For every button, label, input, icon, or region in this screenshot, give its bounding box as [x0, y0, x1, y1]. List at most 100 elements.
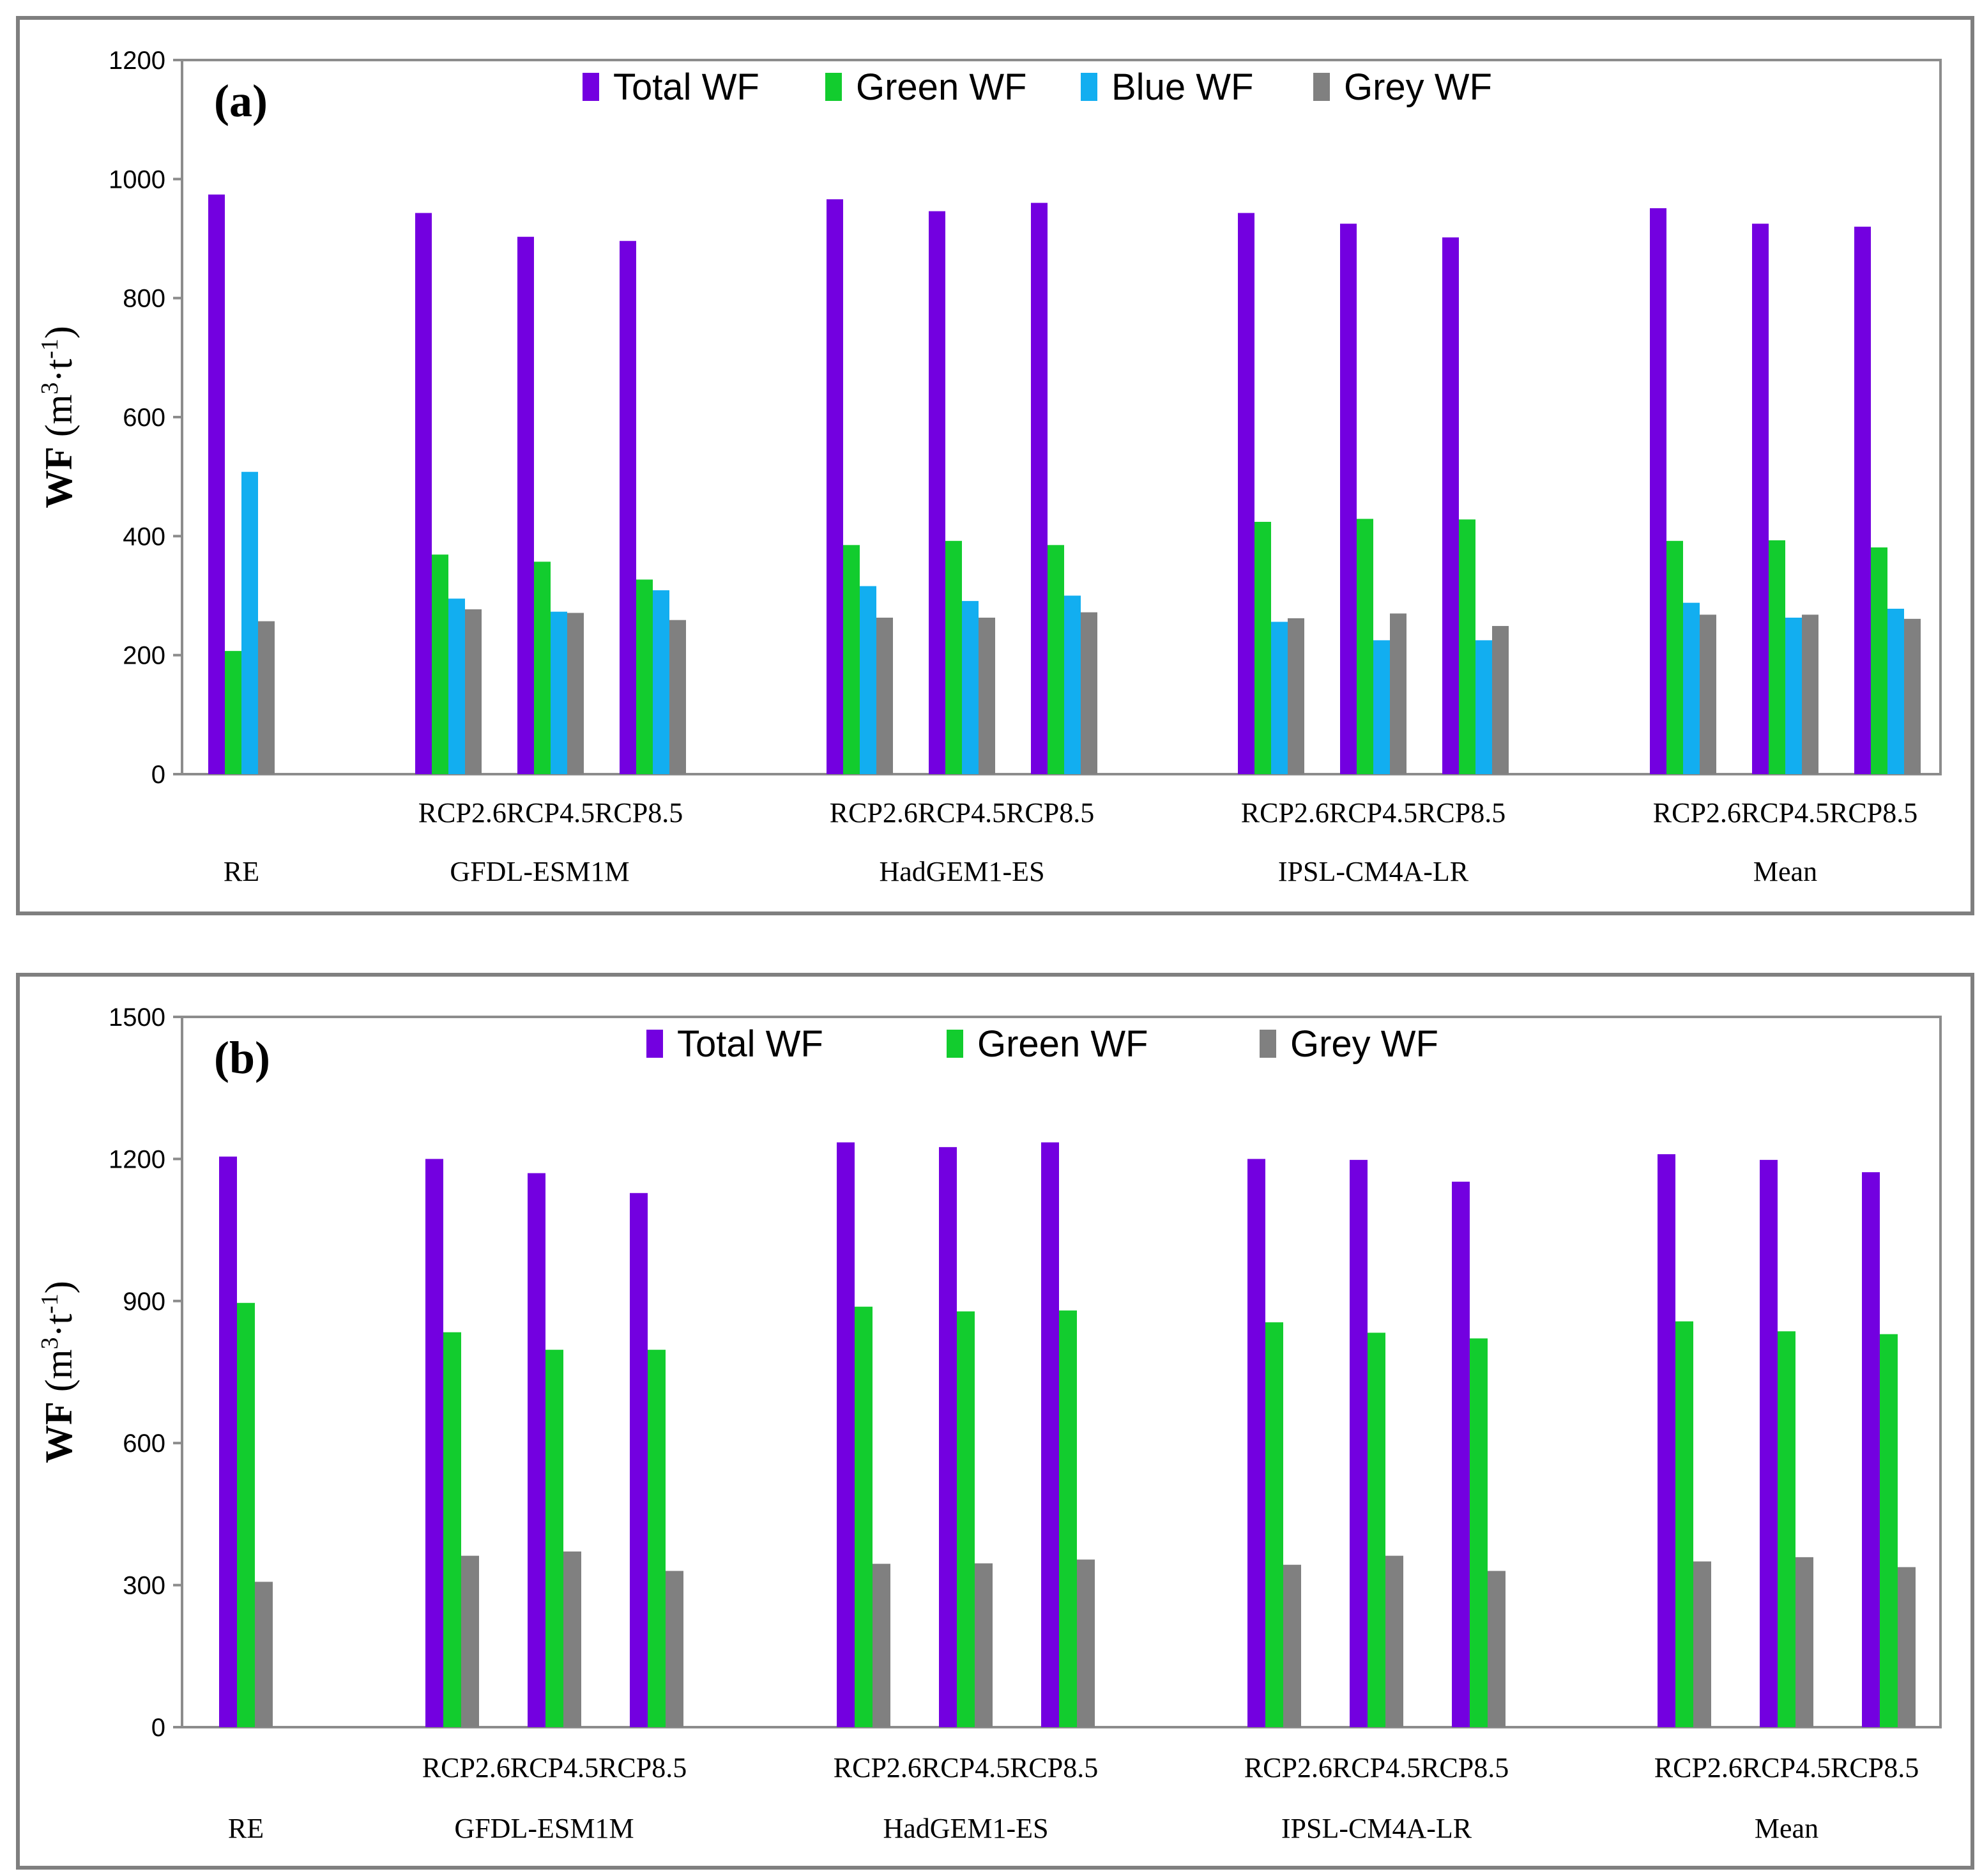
- panel-a-y-axis-title-close: ): [38, 326, 80, 339]
- panel-a-letter: (a): [214, 75, 268, 126]
- panel-a-bar-blue-12: [1887, 608, 1904, 774]
- panel-a-bar-blue-2: [551, 611, 567, 774]
- panel-b-y-axis-title-sup2: -1: [36, 1293, 63, 1314]
- panel-a-bar-blue-10: [1683, 602, 1700, 774]
- panel-b-bar-total-5: [939, 1147, 957, 1727]
- panel-b-bar-grey-3: [666, 1571, 683, 1727]
- panel-b-y-tick-label-900: 900: [123, 1288, 165, 1316]
- panel-b-bar-green-6: [1059, 1310, 1077, 1727]
- panel-a-bar-green-6: [1048, 545, 1064, 774]
- panel-a-bar-grey-5: [979, 617, 995, 774]
- panel-b-scenario-label-mean: RCP2.6RCP4.5RCP8.5: [1654, 1752, 1919, 1783]
- panel-a-bar-grey-6: [1081, 612, 1097, 774]
- panel-a-group-label-re: RE: [224, 856, 259, 887]
- panel-b-bar-total-10: [1658, 1154, 1675, 1727]
- panel-a-bar-grey-8: [1390, 613, 1406, 774]
- panel-b-bar-total-0: [219, 1156, 237, 1727]
- panel-b-bar-grey-2: [563, 1551, 581, 1727]
- panel-a-legend-swatch-grey: [1313, 73, 1330, 101]
- panel-b-bar-total-9: [1452, 1181, 1470, 1727]
- panel-b-scenario-label-hadgem: RCP2.6RCP4.5RCP8.5: [834, 1752, 1099, 1783]
- panel-b-scenario-labels: RCP2.6RCP4.5RCP8.5 RCP2.6RCP4.5RCP8.5 RC…: [422, 1752, 1919, 1783]
- panel-a-bar-blue-1: [448, 599, 465, 774]
- panel-a-group-labels: RE GFDL-ESM1M HadGEM1-ES IPSL-CM4A-LR Me…: [224, 856, 1817, 887]
- panel-b-bar-grey-12: [1898, 1567, 1916, 1727]
- panel-a-bar-total-7: [1238, 213, 1254, 774]
- panel-a-bar-total-12: [1854, 226, 1871, 774]
- panel-a-bar-blue-0: [241, 471, 258, 774]
- panel-a-bar-grey-7: [1288, 618, 1304, 774]
- panel-b-group-labels: RE GFDL-ESM1M HadGEM1-ES IPSL-CM4A-LR Me…: [228, 1813, 1818, 1844]
- panel-b-bar-green-8: [1368, 1332, 1385, 1727]
- panel-a-bar-total-4: [827, 199, 843, 774]
- panel-a-bar-total-0: [208, 194, 225, 775]
- panel-b-y-ticks: 0 300 600 900 1200 1500: [109, 1003, 182, 1742]
- panel-a-y-axis-title: WF (m3·t-1): [36, 326, 80, 508]
- panel-a-y-tick-label-800: 800: [123, 285, 165, 313]
- panel-a-legend-label-green: Green WF: [856, 66, 1027, 108]
- panel-a-bar-green-0: [225, 651, 241, 774]
- panel-a-bar-grey-12: [1904, 618, 1921, 774]
- panel-b-bar-green-3: [648, 1350, 666, 1727]
- panel-b-bar-total-12: [1862, 1172, 1880, 1727]
- panel-b: (b) WF (m3·t-1) 0 300 600 900 1200 1500 Total…: [16, 973, 1974, 1870]
- panel-b-legend-label-grey: Grey WF: [1290, 1023, 1438, 1065]
- panel-b-legend-swatch-grey: [1260, 1030, 1276, 1058]
- panel-b-y-tick-label-1500: 1500: [109, 1003, 165, 1032]
- panel-b-bar-green-11: [1778, 1331, 1795, 1727]
- panel-a-bar-green-3: [636, 579, 653, 774]
- panel-b-legend-swatch-total: [646, 1030, 663, 1058]
- panel-b-bar-total-6: [1041, 1142, 1059, 1727]
- panel-b-y-tick-label-0: 0: [151, 1714, 165, 1742]
- panel-a-y-tick-label-600: 600: [123, 404, 165, 432]
- panel-a-legend-label-total: Total WF: [613, 66, 759, 108]
- panel-a-y-tick-label-0: 0: [151, 761, 165, 789]
- panel-b-bar-green-9: [1470, 1338, 1488, 1727]
- panel-b-bar-green-10: [1675, 1321, 1693, 1727]
- panel-a-group-label-hadgem: HadGEM1-ES: [879, 856, 1044, 887]
- panel-a-group-label-mean: Mean: [1753, 856, 1817, 887]
- panel-b-legend: Total WF Green WF Grey WF: [646, 1023, 1438, 1065]
- panel-a-y-axis-title-unit-open: (m: [38, 394, 80, 446]
- panel-a-y-axis-title-sup1: 3: [36, 382, 63, 394]
- panel-a-bar-green-11: [1769, 540, 1785, 774]
- panel-b-group-label-gfdl: GFDL-ESM1M: [454, 1813, 634, 1844]
- panel-b-bar-total-4: [837, 1142, 855, 1727]
- panel-b-bar-green-0: [237, 1302, 255, 1727]
- panel-a-bar-total-11: [1752, 224, 1769, 774]
- panel-a-bar-green-10: [1666, 540, 1683, 774]
- panel-a-y-ticks: 0 200 400 600 800 1000 1200: [109, 47, 182, 789]
- panel-a-bar-total-1: [415, 213, 432, 774]
- panel-a-bar-grey-4: [876, 617, 893, 774]
- panel-a-bar-grey-3: [669, 620, 686, 774]
- panel-a-y-tick-label-1200: 1200: [109, 47, 165, 75]
- panel-a-scenario-labels: RCP2.6RCP4.5RCP8.5 RCP2.6RCP4.5RCP8.5 RC…: [418, 797, 1918, 828]
- panel-b-bar-total-2: [528, 1173, 545, 1727]
- panel-b-bar-grey-10: [1693, 1561, 1711, 1727]
- panel-a-bar-blue-7: [1271, 622, 1288, 774]
- panel-b-legend-label-green: Green WF: [977, 1023, 1148, 1065]
- panel-b-bar-green-12: [1880, 1334, 1898, 1727]
- panel-a-y-axis-title-main: WF: [38, 446, 80, 508]
- panel-b-group-label-hadgem: HadGEM1-ES: [883, 1813, 1048, 1844]
- panel-a-legend-swatch-total: [583, 73, 599, 101]
- panel-b-y-tick-label-1200: 1200: [109, 1145, 165, 1173]
- panel-b-bar-grey-5: [975, 1563, 993, 1727]
- panel-b-bar-grey-7: [1283, 1564, 1301, 1727]
- panel-a-bar-blue-8: [1373, 640, 1390, 774]
- panel-a-bar-blue-6: [1064, 595, 1081, 774]
- panel-a-y-axis-title-mid: ·t: [38, 359, 80, 383]
- panel-b-bar-total-1: [425, 1159, 443, 1727]
- panel-a-legend-label-grey: Grey WF: [1344, 66, 1492, 108]
- panel-a-bar-total-9: [1442, 237, 1459, 774]
- panel-a-bar-grey-2: [567, 613, 584, 774]
- panel-b-bar-green-1: [443, 1332, 461, 1727]
- panel-b-y-axis-title-mid: ·t: [38, 1314, 80, 1338]
- panel-b-group-label-re: RE: [228, 1813, 264, 1844]
- panel-a-bar-grey-10: [1700, 614, 1716, 774]
- panel-a-bar-blue-9: [1475, 640, 1492, 774]
- panel-b-legend-swatch-green: [947, 1030, 963, 1058]
- panel-a-legend: Total WF Green WF Blue WF Grey WF: [583, 66, 1492, 108]
- panel-a-bar-grey-1: [465, 609, 482, 774]
- panel-b-bar-total-3: [630, 1193, 648, 1727]
